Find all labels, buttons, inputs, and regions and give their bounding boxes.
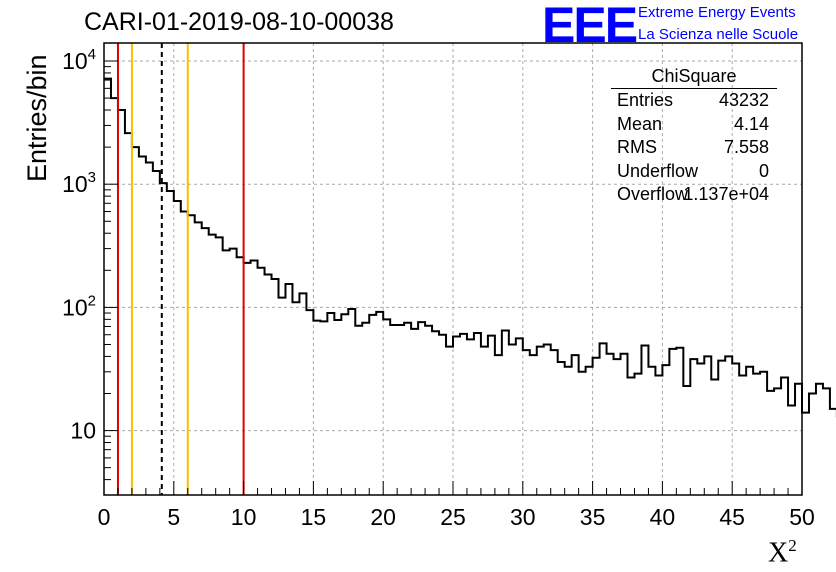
stats-row-mean: Mean 4.14 [611,113,777,137]
y-tick-label: 103 [62,169,96,197]
stats-box: ChiSquare Entries 43232 Mean 4.14 RMS 7.… [611,64,777,207]
x-axis-label-sup: 2 [788,536,797,555]
y-tick-label: 102 [62,292,96,320]
stats-key: Entries [617,90,674,110]
y-axis-label: Entries/bin [22,54,52,182]
stats-row-underflow: Underflow 0 [611,160,777,184]
x-axis-label: X2 [768,536,797,569]
stats-value: 0 [758,160,769,181]
stats-row-entries: Entries 43232 [611,89,777,113]
x-tick-label: 0 [98,504,111,530]
stats-key: RMS [617,137,657,157]
histogram-series [104,77,836,418]
stats-row-overflow: Overflow 1.137e+04 [611,183,777,207]
x-axis-label-base: X [768,537,789,569]
x-tick-label: 5 [167,504,180,530]
stats-key: Mean [617,113,663,134]
y-tick-label: 104 [62,46,96,74]
x-tick-label: 25 [440,504,466,530]
y-tick-label: 10 [70,418,96,444]
stats-title: ChiSquare [611,64,777,89]
chart-title: CARI-01-2019-08-10-00038 [84,8,394,36]
logo-text-line2: La Scienza nelle Scuole [638,26,799,43]
eee-logo-mark: EEE [542,0,638,53]
x-tick-label: 15 [301,504,327,530]
x-tick-label: 40 [650,504,676,530]
stats-value: 43232 [718,90,769,110]
x-tick-label: 50 [789,504,815,530]
x-tick-label: 30 [510,504,536,530]
stats-key: Underflow [617,160,699,181]
stats-row-rms: RMS 7.558 [611,136,777,160]
x-tick-label: 20 [370,504,396,530]
stats-key: Overflow [617,184,689,204]
x-tick-label: 10 [231,504,257,530]
stats-value: 4.14 [733,113,769,134]
x-tick-label: 35 [580,504,606,530]
logo-text-line1: Extreme Energy Events [638,4,796,21]
stats-value: 1.137e+04 [683,184,769,204]
stats-value: 7.558 [723,137,769,157]
x-tick-label: 45 [719,504,745,530]
